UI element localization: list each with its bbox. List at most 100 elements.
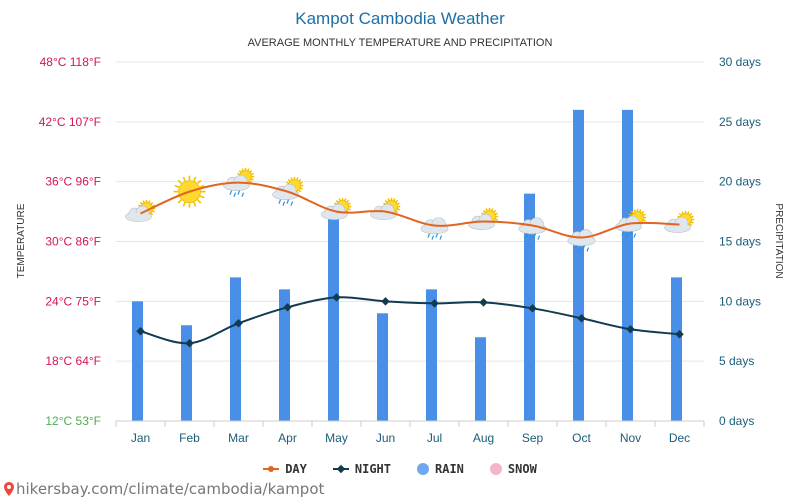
sun-ray (681, 211, 684, 215)
x-tick-label: Jun (376, 431, 395, 445)
sun-ray (249, 180, 253, 184)
night-point[interactable] (430, 299, 439, 308)
rain-drop (529, 235, 533, 240)
sun-ray (150, 201, 154, 205)
sun-ray (142, 200, 145, 204)
sun-ray (344, 198, 347, 202)
legend-item-snow[interactable]: SNOW (489, 462, 537, 476)
sun-ray (495, 218, 498, 221)
left-tick-label: 42°C 107°F (39, 115, 101, 129)
sun-ray (495, 212, 498, 215)
sun-ray (182, 202, 186, 207)
left-tick-label: 24°C 75°F (45, 294, 101, 308)
day-temperature-line (140, 181, 680, 239)
sun-ray (238, 169, 242, 173)
night-point[interactable] (675, 329, 684, 339)
rain-drop (629, 231, 633, 236)
legend-item-rain[interactable]: RAIN (417, 462, 464, 476)
sun-ray (300, 181, 303, 184)
sun-ray (689, 223, 693, 227)
x-tick-label: Nov (620, 431, 641, 445)
rain-drop (578, 247, 582, 252)
sun-ray (643, 213, 646, 216)
night-point[interactable] (332, 293, 341, 302)
sun-ray (148, 200, 151, 204)
right-tick-label: 25 days (719, 115, 761, 129)
right-axis-title: PRECIPITATION (773, 203, 784, 278)
legend-night-label: NIGHT (354, 462, 391, 476)
night-point[interactable] (381, 297, 390, 306)
sun-ray (691, 215, 694, 218)
sun-ray (286, 181, 289, 184)
sun-ray (334, 202, 337, 205)
sun-ray (177, 179, 182, 185)
sun-ray (300, 187, 303, 190)
rain-bar[interactable] (132, 301, 143, 421)
rain-bar[interactable] (328, 217, 339, 421)
sun-ray (247, 168, 250, 172)
chart-legend: DAY NIGHT RAIN SNOW (0, 462, 800, 476)
sun-ray (182, 176, 186, 182)
legend-item-night[interactable]: NIGHT (332, 462, 391, 476)
x-tick-label: Apr (278, 431, 297, 445)
left-tick-label: 36°C 96°F (45, 175, 101, 189)
sun-ray (387, 198, 390, 202)
left-tick-label: 18°C 64°F (45, 354, 101, 368)
sun-ray (629, 213, 632, 216)
cloud-rain-icon (518, 217, 547, 240)
right-tick-label: 30 days (719, 55, 761, 69)
sun-ray (251, 172, 254, 175)
chart-title: Kampot Cambodia Weather (295, 9, 505, 28)
night-point[interactable] (528, 304, 537, 313)
x-tick-label: Feb (179, 431, 200, 445)
rain-bar[interactable] (475, 337, 486, 421)
rain-bar[interactable] (181, 325, 192, 421)
night-point[interactable] (185, 338, 194, 348)
rain-drop (427, 233, 431, 238)
night-point[interactable] (577, 314, 586, 323)
rain-bar[interactable] (377, 313, 388, 421)
sun-ray (639, 209, 642, 213)
night-point[interactable] (234, 319, 243, 328)
rain-drop (439, 235, 443, 240)
sun-ray (139, 201, 143, 205)
sun-ray (152, 210, 155, 213)
night-point[interactable] (479, 298, 488, 307)
sun-ray (633, 209, 636, 213)
night-point[interactable] (283, 303, 292, 312)
credit-link[interactable]: hikersbay.com/climate/cambodia/kampot (4, 480, 324, 498)
sun-ray (677, 215, 680, 218)
rain-drop (537, 235, 541, 240)
sun-ray (152, 204, 155, 207)
legend-rain-label: RAIN (435, 462, 464, 476)
rain-bar[interactable] (671, 277, 682, 421)
legend-item-day[interactable]: DAY (263, 462, 307, 476)
sun-ray (241, 168, 244, 172)
right-tick-label: 10 days (719, 294, 761, 308)
legend-snow-label: SNOW (507, 462, 537, 476)
night-point[interactable] (136, 327, 145, 336)
x-tick-label: Aug (473, 431, 494, 445)
rain-bar[interactable] (279, 289, 290, 421)
rain-bar[interactable] (622, 109, 633, 421)
sun-ray (199, 184, 205, 188)
sun-ray (384, 199, 388, 203)
sun-ray (691, 221, 694, 224)
rain-bar[interactable] (426, 289, 437, 421)
rain-bar[interactable] (230, 277, 241, 421)
x-tick-label: Oct (572, 431, 591, 445)
rain-bar[interactable] (573, 109, 584, 421)
rain-drop (525, 233, 529, 238)
rain-drop (278, 199, 282, 204)
sun-ray (395, 199, 399, 203)
sun-ray (493, 209, 497, 213)
sun-ray (397, 208, 400, 211)
x-tick-label: Sep (522, 431, 544, 445)
x-tick-label: Jul (427, 431, 442, 445)
legend-night-marker (332, 464, 349, 474)
sun-ray (687, 211, 690, 215)
sun-ray (689, 212, 693, 216)
sun-ray (338, 198, 341, 202)
night-point[interactable] (626, 325, 635, 334)
sun-ray (150, 212, 154, 216)
